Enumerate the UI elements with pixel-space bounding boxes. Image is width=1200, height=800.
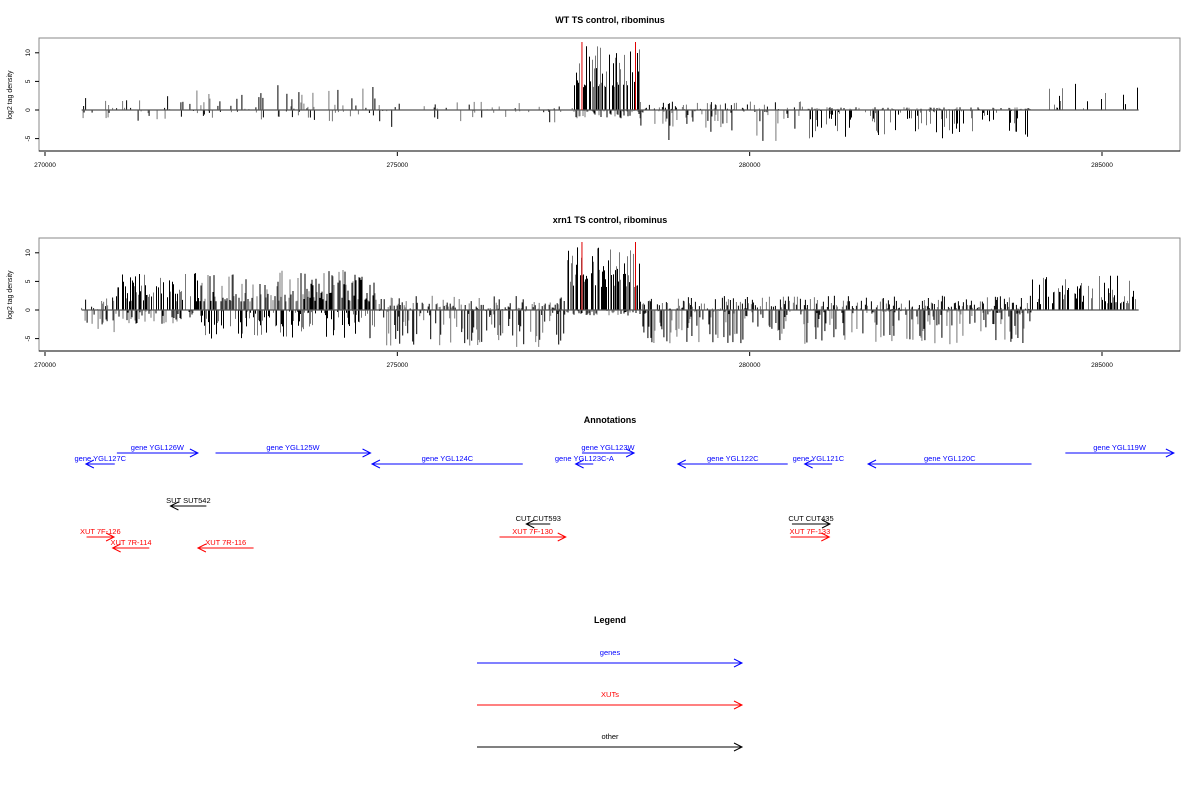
feature-arrowhead-icon [866, 459, 877, 469]
annotation-feature[interactable]: gene YGL126W [116, 443, 200, 458]
annotation-feature[interactable]: gene YGL119W [1065, 443, 1175, 458]
x-tick-label: 285000 [1091, 362, 1113, 369]
axes: -5 0 5 10 270000 275000 280000 285000 [25, 237, 1181, 369]
feature-label: CUT CUT593 [516, 514, 561, 523]
annotation-feature[interactable]: gene YGL121C [793, 454, 845, 469]
bar-series [81, 242, 1139, 347]
legend-item: genes [477, 648, 744, 668]
feature-arrowhead-icon [821, 532, 831, 542]
annotation-feature[interactable]: gene YGL125W [215, 443, 372, 458]
legend-arrowhead-icon [733, 700, 744, 710]
legend-item: XUTs [477, 690, 744, 710]
feature-label: gene YGL123C-A [555, 454, 614, 463]
y-tick-label: 0 [25, 308, 32, 312]
feature-label: gene YGL125W [266, 443, 320, 452]
feature-label: XUT 7R-116 [205, 538, 246, 547]
feature-label: XUT 7F-126 [80, 527, 121, 536]
feature-label: gene YGL126W [131, 443, 185, 452]
y-tick-label: 5 [25, 279, 32, 283]
feature-arrowhead-icon [84, 459, 95, 469]
track-panel-wt: WT TS control, ribominus log2 tag densit… [7, 15, 1181, 169]
feature-arrowhead-icon [557, 532, 567, 542]
annotation-feature[interactable]: gene YGL124C [370, 454, 523, 469]
annotations-title: Annotations [584, 415, 637, 425]
feature-label: gene YGL122C [707, 454, 759, 463]
annotation-feature[interactable]: gene YGL120C [866, 454, 1032, 469]
legend-arrowhead-icon [733, 658, 744, 668]
feature-label: XUT 7F-130 [512, 527, 553, 536]
feature-list: gene YGL127C gene YGL126W gene YGL125W gene… [75, 443, 1175, 553]
y-axis-label: log2 tag density [7, 70, 14, 120]
panel-title: xrn1 TS control, ribominus [553, 215, 668, 225]
feature-arrowhead-icon [676, 459, 687, 469]
legend: Legend genes XUTs other [477, 615, 744, 752]
feature-label: gene YGL120C [924, 454, 976, 463]
y-tick-label: 5 [25, 79, 32, 83]
feature-label: gene YGL121C [793, 454, 845, 463]
annotation-feature[interactable]: gene YGL122C [676, 454, 788, 469]
annotation-feature[interactable]: XUT 7R-116 [196, 538, 254, 553]
legend-label: other [601, 732, 619, 741]
annotation-feature[interactable]: gene YGL123C-A [555, 454, 614, 469]
x-tick-label: 285000 [1091, 162, 1113, 169]
feature-label: gene YGL123W [581, 443, 635, 452]
feature-arrowhead-icon [370, 459, 381, 469]
annotation-feature[interactable]: gene YGL123W [581, 443, 636, 458]
y-tick-label: -5 [25, 135, 32, 141]
annotation-feature[interactable]: XUT 7F-133 [790, 527, 831, 542]
annotation-feature[interactable]: CUT CUT593 [516, 514, 561, 529]
feature-label: gene YGL124C [422, 454, 474, 463]
feature-label: CUT CUT435 [788, 514, 833, 523]
feature-arrowhead-icon [169, 501, 179, 511]
y-axis-label: log2 tag density [7, 270, 14, 320]
feature-arrowhead-icon [574, 459, 584, 469]
feature-arrowhead-icon [189, 448, 200, 458]
feature-arrowhead-icon [196, 543, 207, 553]
y-tick-label: -5 [25, 335, 32, 341]
legend-arrowhead-icon [733, 742, 744, 752]
annotation-feature[interactable]: CUT CUT435 [788, 514, 834, 529]
feature-label: XUT 7R-114 [111, 538, 152, 547]
annotation-feature[interactable]: XUT 7R-114 [111, 538, 152, 553]
x-tick-label: 275000 [386, 362, 408, 369]
feature-arrowhead-icon [803, 459, 813, 469]
annotation-feature[interactable]: XUT 7F-126 [80, 527, 121, 542]
y-tick-label: 0 [25, 108, 32, 112]
x-tick-label: 280000 [739, 362, 761, 369]
x-tick-label: 280000 [739, 162, 761, 169]
legend-label: genes [600, 648, 621, 657]
y-tick-label: 10 [25, 49, 32, 57]
feature-arrowhead-icon [362, 448, 372, 458]
feature-label: gene YGL127C [75, 454, 127, 463]
feature-arrowhead-icon [625, 448, 636, 458]
feature-arrowhead-icon [821, 519, 832, 529]
feature-arrowhead-icon [525, 519, 535, 529]
legend-label: XUTs [601, 690, 619, 699]
feature-arrowhead-icon [1165, 448, 1175, 458]
feature-label: gene YGL119W [1093, 443, 1147, 452]
x-tick-label: 270000 [34, 162, 56, 169]
feature-arrowhead-icon [105, 532, 116, 542]
axes: -5 0 5 10 270000 275000 280000 285000 [25, 37, 1181, 169]
feature-label: SUT SUT542 [166, 496, 210, 505]
annotation-feature[interactable]: XUT 7F-130 [499, 527, 567, 542]
feature-arrowhead-icon [111, 543, 121, 553]
feature-label: XUT 7F-133 [790, 527, 831, 536]
track-panel-xrn1: xrn1 TS control, ribominus log2 tag dens… [7, 215, 1181, 369]
x-tick-label: 275000 [386, 162, 408, 169]
x-tick-label: 270000 [34, 362, 56, 369]
y-tick-label: 10 [25, 249, 32, 257]
annotation-feature[interactable]: gene YGL127C [75, 454, 127, 469]
bar-series [81, 42, 1139, 141]
panel-title: WT TS control, ribominus [555, 15, 665, 25]
legend-title: Legend [594, 615, 626, 625]
annotation-feature[interactable]: SUT SUT542 [166, 496, 211, 511]
legend-item: other [477, 732, 744, 752]
